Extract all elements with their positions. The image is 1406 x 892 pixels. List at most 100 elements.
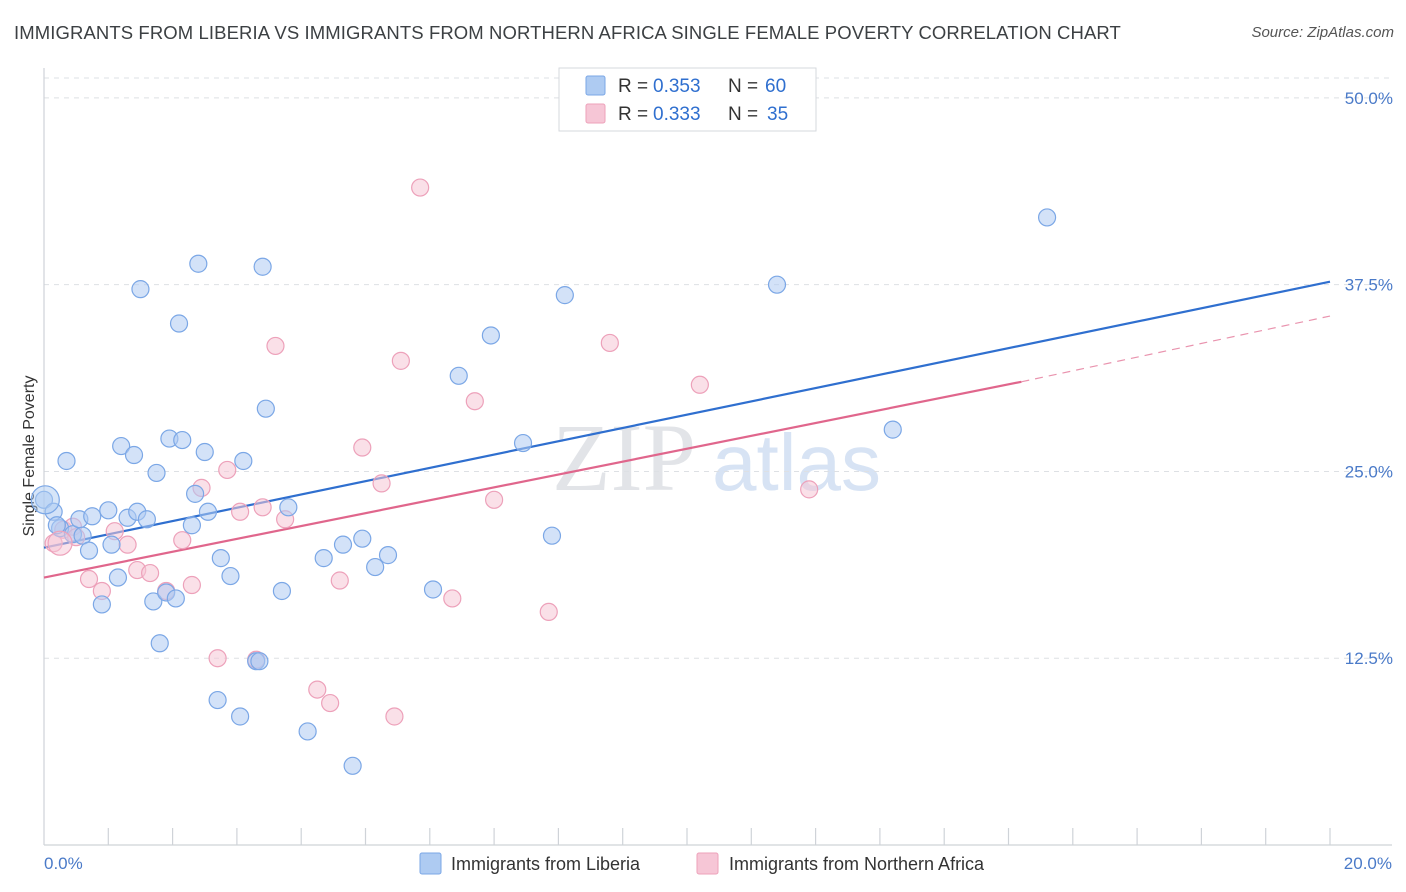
point-northern-africa xyxy=(173,531,192,550)
point-liberia xyxy=(92,595,111,614)
legend-swatch-liberia xyxy=(585,75,606,96)
legend-r-value-northern-africa: 0.333 xyxy=(653,104,701,125)
trendline-northern-africa xyxy=(43,380,1022,579)
point-northern-africa xyxy=(266,336,285,356)
point-liberia xyxy=(147,463,166,483)
watermark-atlas: atlas xyxy=(712,418,881,507)
point-northern-africa xyxy=(353,438,372,457)
point-liberia xyxy=(231,707,250,726)
y-axis-label: Single Female Poverty xyxy=(21,376,38,537)
point-liberia xyxy=(333,535,353,554)
point-liberia xyxy=(555,286,574,305)
point-liberia xyxy=(137,510,156,529)
point-northern-africa xyxy=(182,575,201,595)
point-northern-africa xyxy=(118,535,137,554)
point-liberia xyxy=(195,442,214,462)
point-liberia xyxy=(79,541,99,560)
point-liberia xyxy=(189,254,208,273)
point-liberia xyxy=(211,549,230,568)
point-liberia xyxy=(250,652,269,671)
series-legend-label-liberia: Immigrants from Liberia xyxy=(451,854,641,874)
watermark-zip: ZIP xyxy=(552,404,696,511)
point-liberia xyxy=(343,756,362,775)
point-liberia xyxy=(481,326,500,345)
y-tick-label: 12.5% xyxy=(1345,649,1393,668)
y-tick-label: 50.0% xyxy=(1345,89,1393,108)
point-liberia xyxy=(423,580,443,599)
point-northern-africa xyxy=(600,333,619,353)
point-liberia xyxy=(883,420,902,439)
stats-legend: R = 0.353 N = 60 R = 0.333 N = 35 xyxy=(558,67,817,132)
point-northern-africa xyxy=(411,178,430,197)
point-liberia xyxy=(314,549,333,568)
x-tick-label: 0.0% xyxy=(44,854,83,873)
legend-n-value-northern-africa: 35 xyxy=(767,104,788,125)
point-liberia xyxy=(131,280,150,299)
point-liberia xyxy=(83,507,102,526)
trendline-extension xyxy=(1021,315,1331,383)
x-ticks xyxy=(107,828,1331,845)
point-liberia xyxy=(513,433,533,453)
series-legend: Immigrants from Liberia Immigrants from … xyxy=(419,852,985,875)
point-northern-africa-cluster xyxy=(47,530,73,556)
point-liberia xyxy=(169,314,189,333)
legend-r-value-liberia: 0.353 xyxy=(653,76,701,97)
x-tick-label: 20.0% xyxy=(1344,854,1392,873)
point-liberia xyxy=(102,535,121,554)
series-legend-label-northern-africa: Immigrants from Northern Africa xyxy=(729,854,985,874)
point-liberia xyxy=(221,566,240,586)
y-tick-label: 25.0% xyxy=(1345,462,1393,481)
point-liberia xyxy=(57,451,76,471)
point-liberia xyxy=(1037,208,1057,227)
point-northern-africa xyxy=(485,490,504,509)
point-liberia xyxy=(150,634,169,653)
legend-r-label-liberia: R = xyxy=(618,76,648,97)
point-northern-africa xyxy=(140,563,160,583)
point-northern-africa xyxy=(539,602,558,622)
gridlines xyxy=(44,77,1392,659)
point-northern-africa xyxy=(253,498,272,517)
point-liberia xyxy=(112,436,131,456)
legend-n-label-liberia: N = xyxy=(728,76,758,97)
y-tick-labels: 12.5% 25.0% 37.5% 50.0% xyxy=(1345,89,1393,668)
point-liberia xyxy=(73,526,92,545)
point-northern-africa xyxy=(79,569,99,589)
series-legend-swatch-liberia xyxy=(419,852,442,875)
point-northern-africa xyxy=(465,392,484,411)
data-points xyxy=(30,178,1057,775)
point-liberia xyxy=(253,257,272,276)
point-northern-africa xyxy=(231,502,250,521)
point-northern-africa xyxy=(690,375,709,394)
point-northern-africa xyxy=(443,589,462,608)
point-liberia xyxy=(144,592,163,611)
watermark: ZIP atlas xyxy=(552,404,881,511)
point-northern-africa xyxy=(385,707,404,726)
source-credit: Source: ZipAtlas.com xyxy=(1251,24,1394,41)
point-liberia xyxy=(366,557,385,577)
legend-n-value-liberia: 60 xyxy=(765,76,786,97)
chart-title: IMMIGRANTS FROM LIBERIA VS IMMIGRANTS FR… xyxy=(14,22,1121,43)
legend-n-label-northern-africa: N = xyxy=(728,104,758,125)
point-liberia xyxy=(124,445,144,465)
point-liberia xyxy=(108,568,128,587)
point-liberia xyxy=(182,516,201,535)
legend-r-label-northern-africa: R = xyxy=(618,104,648,125)
point-liberia xyxy=(279,498,298,517)
point-northern-africa xyxy=(218,460,237,480)
point-liberia xyxy=(208,690,227,710)
point-liberia xyxy=(173,430,192,450)
series-legend-swatch-northern-africa xyxy=(696,852,719,875)
point-liberia xyxy=(449,366,468,385)
point-liberia xyxy=(234,451,253,471)
point-liberia xyxy=(186,484,205,503)
point-northern-africa xyxy=(308,680,327,699)
point-northern-africa xyxy=(330,571,349,590)
point-liberia xyxy=(353,529,372,548)
point-liberia xyxy=(378,546,398,565)
point-northern-africa xyxy=(321,693,340,713)
legend-swatch-northern-africa xyxy=(585,103,606,124)
point-liberia xyxy=(542,526,562,545)
point-liberia xyxy=(256,399,275,418)
point-liberia xyxy=(298,722,317,741)
